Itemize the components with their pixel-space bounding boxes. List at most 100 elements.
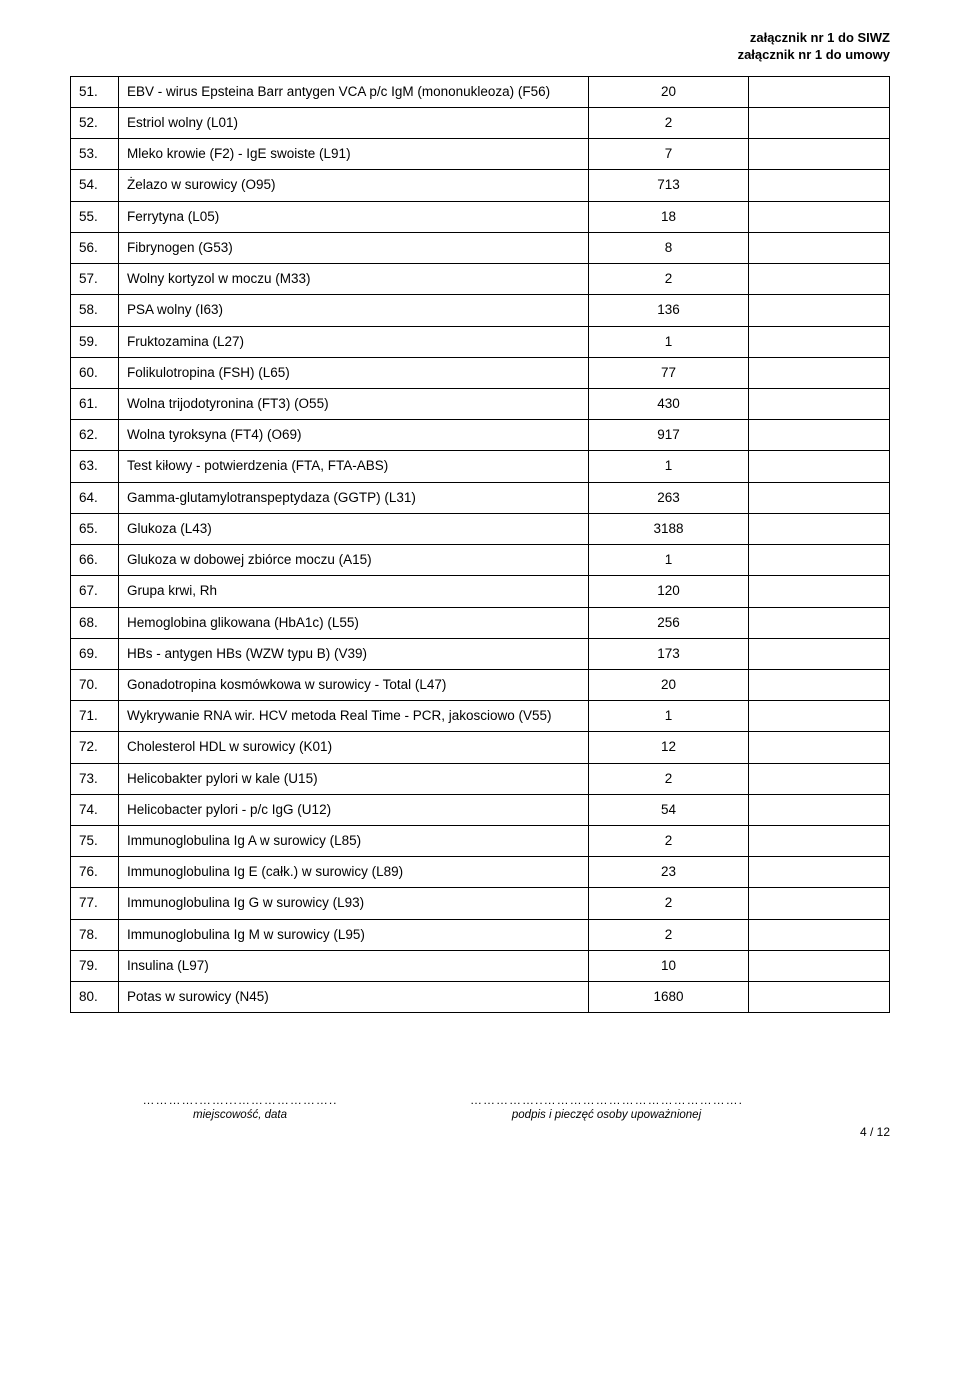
row-blank — [749, 170, 890, 201]
row-quantity: 430 — [589, 388, 749, 419]
table-row: 79.Insulina (L97)10 — [71, 950, 890, 981]
row-blank — [749, 108, 890, 139]
row-name: Immunoglobulina Ig G w surowicy (L93) — [119, 888, 589, 919]
table-row: 56.Fibrynogen (G53)8 — [71, 232, 890, 263]
row-quantity: 20 — [589, 669, 749, 700]
row-number: 54. — [71, 170, 119, 201]
row-blank — [749, 357, 890, 388]
row-quantity: 7 — [589, 139, 749, 170]
row-quantity: 2 — [589, 919, 749, 950]
table-row: 62.Wolna tyroksyna (FT4) (O69)917 — [71, 420, 890, 451]
row-quantity: 1 — [589, 545, 749, 576]
row-blank — [749, 607, 890, 638]
row-blank — [749, 295, 890, 326]
table-row: 77.Immunoglobulina Ig G w surowicy (L93)… — [71, 888, 890, 919]
row-number: 64. — [71, 482, 119, 513]
table-row: 71.Wykrywanie RNA wir. HCV metoda Real T… — [71, 701, 890, 732]
page-footer: ………….……...………………….. miejscowość, data ……… — [70, 1093, 890, 1139]
row-number: 80. — [71, 982, 119, 1013]
row-number: 61. — [71, 388, 119, 419]
row-name: Glukoza w dobowej zbiórce moczu (A15) — [119, 545, 589, 576]
table-row: 66.Glukoza w dobowej zbiórce moczu (A15)… — [71, 545, 890, 576]
row-number: 75. — [71, 826, 119, 857]
row-quantity: 10 — [589, 950, 749, 981]
row-blank — [749, 232, 890, 263]
document-page: załącznik nr 1 do SIWZ załącznik nr 1 do… — [0, 0, 960, 1159]
items-tbody: 51.EBV - wirus Epsteina Barr antygen VCA… — [71, 76, 890, 1013]
row-number: 68. — [71, 607, 119, 638]
table-row: 51.EBV - wirus Epsteina Barr antygen VCA… — [71, 76, 890, 107]
table-row: 59.Fruktozamina (L27)1 — [71, 326, 890, 357]
row-name: Ferrytyna (L05) — [119, 201, 589, 232]
table-row: 57.Wolny kortyzol w moczu (M33)2 — [71, 264, 890, 295]
row-quantity: 1 — [589, 451, 749, 482]
row-blank — [749, 669, 890, 700]
row-blank — [749, 545, 890, 576]
row-name: Żelazo w surowicy (O95) — [119, 170, 589, 201]
row-number: 58. — [71, 295, 119, 326]
row-quantity: 1 — [589, 326, 749, 357]
row-name: Immunoglobulina Ig M w surowicy (L95) — [119, 919, 589, 950]
table-row: 68.Hemoglobina glikowana (HbA1c) (L55)25… — [71, 607, 890, 638]
row-quantity: 2 — [589, 888, 749, 919]
row-number: 59. — [71, 326, 119, 357]
row-blank — [749, 919, 890, 950]
row-number: 65. — [71, 513, 119, 544]
table-row: 54.Żelazo w surowicy (O95)713 — [71, 170, 890, 201]
row-number: 56. — [71, 232, 119, 263]
row-name: Helicobacter pylori - p/c IgG (U12) — [119, 794, 589, 825]
table-row: 52.Estriol wolny (L01)2 — [71, 108, 890, 139]
signature-right: ……………..………………………………………. podpis i pieczęć… — [470, 1093, 743, 1121]
row-blank — [749, 420, 890, 451]
signature-label-right: podpis i pieczęć osoby upoważnionej — [470, 1109, 743, 1121]
row-number: 67. — [71, 576, 119, 607]
row-blank — [749, 950, 890, 981]
table-row: 58.PSA wolny (I63)136 — [71, 295, 890, 326]
table-row: 69.HBs - antygen HBs (WZW typu B) (V39)1… — [71, 638, 890, 669]
row-number: 79. — [71, 950, 119, 981]
row-name: Potas w surowicy (N45) — [119, 982, 589, 1013]
row-quantity: 2 — [589, 264, 749, 295]
row-blank — [749, 201, 890, 232]
row-name: Fibrynogen (G53) — [119, 232, 589, 263]
row-quantity: 3188 — [589, 513, 749, 544]
row-quantity: 12 — [589, 732, 749, 763]
row-quantity: 23 — [589, 857, 749, 888]
row-name: Insulina (L97) — [119, 950, 589, 981]
row-name: HBs - antygen HBs (WZW typu B) (V39) — [119, 638, 589, 669]
row-quantity: 77 — [589, 357, 749, 388]
row-quantity: 2 — [589, 826, 749, 857]
row-quantity: 1680 — [589, 982, 749, 1013]
row-name: Cholesterol HDL w surowicy (K01) — [119, 732, 589, 763]
row-blank — [749, 701, 890, 732]
row-blank — [749, 482, 890, 513]
table-row: 53.Mleko krowie (F2) - IgE swoiste (L91)… — [71, 139, 890, 170]
row-name: Wolny kortyzol w moczu (M33) — [119, 264, 589, 295]
row-quantity: 120 — [589, 576, 749, 607]
table-row: 80.Potas w surowicy (N45)1680 — [71, 982, 890, 1013]
row-blank — [749, 638, 890, 669]
header-line-1: załącznik nr 1 do SIWZ — [70, 30, 890, 47]
table-row: 64.Gamma-glutamylotranspeptydaza (GGTP) … — [71, 482, 890, 513]
row-quantity: 256 — [589, 607, 749, 638]
row-quantity: 54 — [589, 794, 749, 825]
row-blank — [749, 763, 890, 794]
table-row: 61.Wolna trijodotyronina (FT3) (O55)430 — [71, 388, 890, 419]
row-name: Mleko krowie (F2) - IgE swoiste (L91) — [119, 139, 589, 170]
header-line-2: załącznik nr 1 do umowy — [70, 47, 890, 64]
table-row: 65.Glukoza (L43)3188 — [71, 513, 890, 544]
row-name: Test kiłowy - potwierdzenia (FTA, FTA-AB… — [119, 451, 589, 482]
table-row: 78.Immunoglobulina Ig M w surowicy (L95)… — [71, 919, 890, 950]
row-number: 71. — [71, 701, 119, 732]
row-blank — [749, 513, 890, 544]
row-blank — [749, 388, 890, 419]
table-row: 73.Helicobakter pylori w kale (U15)2 — [71, 763, 890, 794]
row-number: 63. — [71, 451, 119, 482]
row-blank — [749, 451, 890, 482]
row-blank — [749, 794, 890, 825]
row-blank — [749, 888, 890, 919]
row-name: Glukoza (L43) — [119, 513, 589, 544]
row-number: 60. — [71, 357, 119, 388]
row-quantity: 263 — [589, 482, 749, 513]
row-name: Wykrywanie RNA wir. HCV metoda Real Time… — [119, 701, 589, 732]
